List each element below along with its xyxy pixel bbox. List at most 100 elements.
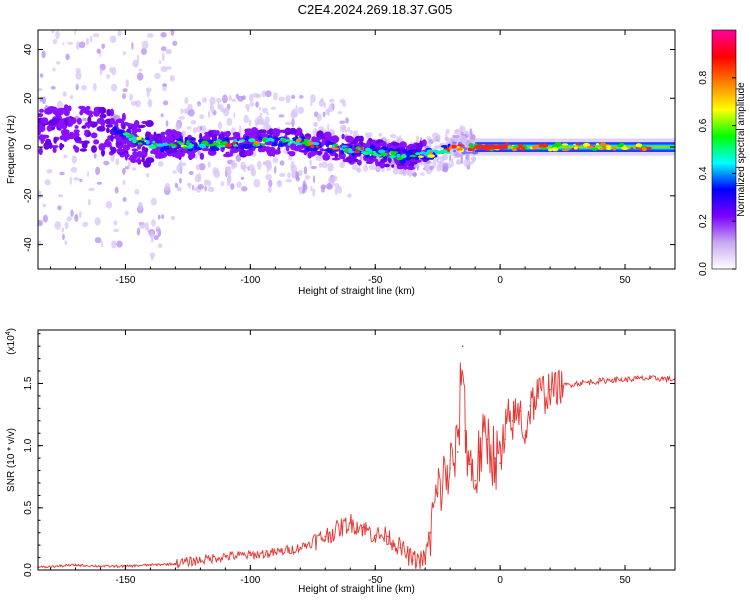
noise-blob: [172, 170, 177, 174]
noise-blob: [337, 185, 342, 194]
noise-blob: [43, 19, 47, 26]
snr-point: [511, 420, 514, 422]
noise-blob: [248, 119, 252, 127]
ridge-blob: [605, 147, 612, 150]
band-blob: [175, 138, 183, 141]
snr-point: [224, 555, 227, 558]
ridge-blob: [599, 147, 607, 150]
band-blob: [87, 116, 92, 124]
y-axis-label: Frequency (Hz): [6, 115, 17, 184]
band-blob: [406, 166, 415, 171]
band-blob: [96, 125, 106, 132]
y-tick-label: -20: [23, 188, 34, 203]
ridge-blob: [131, 136, 137, 141]
noise-blob: [197, 103, 201, 107]
noise-blob: [103, 160, 110, 166]
noise-blob: [243, 169, 246, 173]
band-blob: [90, 132, 98, 139]
noise-blob: [70, 209, 74, 217]
noise-blob: [109, 35, 117, 43]
noise-blob: [209, 105, 215, 113]
band-blob: [239, 145, 246, 150]
ridge-blob: [224, 143, 233, 148]
snr-point: [436, 492, 439, 494]
noise-blob: [87, 171, 90, 177]
noise-blob: [160, 113, 164, 118]
noise-blob: [147, 98, 153, 108]
band-blob: [225, 130, 231, 137]
band-blob: [232, 135, 240, 140]
band-blob: [163, 137, 167, 143]
snr-panel: -150 -100 -50 0 50 0.0 0.5 1.0 1.5 Height of stra…: [5, 328, 676, 595]
noise-blob: [52, 67, 56, 72]
band-blob: [40, 117, 49, 124]
ridge-blob: [260, 143, 266, 146]
ridge-blob: [619, 143, 625, 146]
noise-blob: [176, 186, 182, 192]
snr-point: [586, 381, 589, 384]
y-tick-label: 0.5: [23, 500, 34, 514]
noise-blob: [200, 125, 207, 134]
ridge-blob: [469, 143, 473, 147]
noise-blob: [365, 131, 368, 138]
noise-blob: [111, 240, 117, 249]
noise-blob: [62, 233, 65, 240]
band-blob: [85, 106, 91, 110]
ridge-blob: [128, 137, 133, 141]
noise-blob: [165, 48, 172, 55]
noise-blob: [42, 96, 46, 105]
x-tick-label: -150: [115, 575, 135, 586]
y-tick-label: 0.0: [23, 563, 34, 577]
ridge-blob: [586, 145, 594, 149]
noise-blob: [138, 68, 143, 72]
noise-blob: [197, 184, 204, 190]
ridge-blob: [390, 155, 394, 159]
noise-blob: [64, 221, 69, 230]
noise-blob: [429, 165, 434, 171]
noise-blob: [284, 121, 292, 126]
band-blob: [247, 144, 254, 149]
band-blob: [223, 153, 232, 158]
noise-blob: [213, 169, 221, 179]
noise-blob: [169, 75, 175, 82]
noise-blob: [309, 159, 312, 167]
band-blob: [307, 148, 314, 151]
snr-point: [299, 546, 302, 549]
noise-blob: [249, 93, 254, 103]
noise-blob: [117, 23, 124, 28]
noise-blob: [432, 132, 439, 140]
ridge-blob: [328, 144, 333, 148]
noise-blob: [55, 30, 60, 40]
noise-blob: [255, 101, 259, 108]
ridge-blob: [575, 143, 582, 146]
band-blob: [189, 137, 197, 141]
x-tick-label: -50: [368, 275, 383, 286]
band-blob: [61, 129, 70, 137]
band-blob: [82, 140, 90, 144]
noise-blob: [106, 24, 109, 29]
ridge-blob: [427, 150, 431, 154]
band-blob: [145, 157, 155, 164]
noise-blob: [259, 112, 263, 117]
noise-blob: [175, 121, 181, 131]
ridge-blob: [287, 142, 291, 146]
colorbar-tick-label: 0.2: [698, 214, 709, 228]
noise-blob: [55, 22, 59, 26]
noise-blob: [262, 161, 270, 165]
band-blob: [125, 153, 130, 158]
ridge-blob: [161, 143, 169, 146]
ridge-blob: [456, 147, 463, 151]
noise-blob: [199, 126, 203, 131]
band-blob: [48, 119, 56, 126]
noise-blob: [257, 160, 262, 170]
colorbar-label: Normalized spectral amplitude: [736, 82, 747, 217]
noise-blob: [181, 162, 187, 167]
noise-blob: [176, 164, 183, 173]
band-blob: [165, 128, 174, 137]
band-blob: [122, 124, 126, 130]
noise-blob: [69, 176, 73, 185]
noise-blob: [65, 53, 70, 61]
ridge-blob: [182, 146, 188, 149]
noise-blob: [122, 167, 126, 175]
noise-blob: [302, 184, 308, 191]
